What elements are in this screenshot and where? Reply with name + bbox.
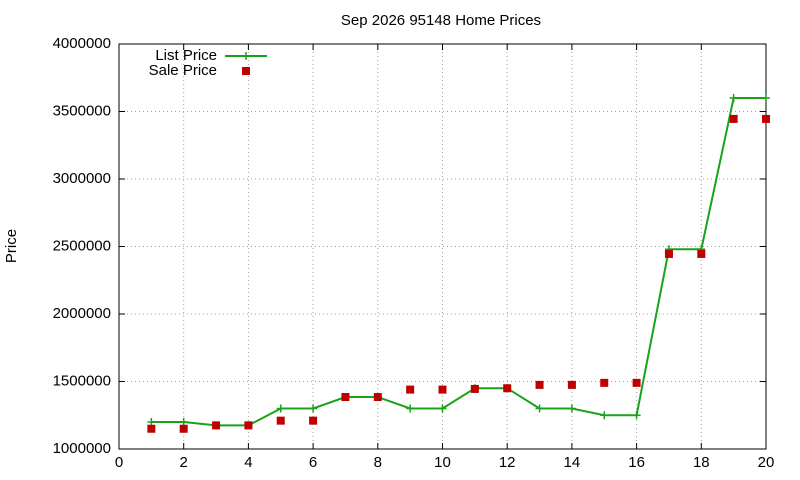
- point: [567, 404, 576, 413]
- point: [632, 411, 641, 420]
- point: [535, 380, 544, 389]
- x-tick-label: 10: [434, 454, 451, 471]
- point: [179, 424, 188, 433]
- point: [244, 421, 253, 430]
- point: [276, 404, 285, 413]
- y-tick-label: 4000000: [53, 35, 111, 52]
- y-tick-label: 1000000: [53, 440, 111, 457]
- x-tick-label: 6: [309, 454, 317, 471]
- point: [600, 378, 609, 387]
- point: [729, 94, 738, 102]
- plot-border: [118, 43, 767, 450]
- y-tick-label: 2000000: [53, 305, 111, 322]
- x-tick-label: 0: [115, 454, 123, 471]
- x-tick-label: 4: [244, 454, 252, 471]
- x-tick-label: 14: [564, 454, 581, 471]
- x-tick-label: 12: [499, 454, 516, 471]
- point: [438, 385, 447, 394]
- y-axis-label: Price: [3, 229, 20, 263]
- point: [147, 418, 156, 426]
- point: [470, 384, 479, 393]
- point: [276, 416, 285, 425]
- point: [147, 424, 156, 433]
- point: [341, 393, 350, 402]
- point: [179, 418, 188, 426]
- chart-title: Sep 2026 95148 Home Prices: [341, 12, 541, 29]
- point: [503, 384, 512, 393]
- point: [373, 393, 382, 402]
- legend-swatch: [242, 67, 250, 75]
- y-tick-label: 1500000: [53, 372, 111, 389]
- x-tick-label: 16: [628, 454, 645, 471]
- x-tick-label: 8: [374, 454, 382, 471]
- y-tick-label: 3000000: [53, 170, 111, 187]
- point: [632, 378, 641, 387]
- point: [600, 411, 609, 420]
- point: [697, 249, 706, 258]
- x-tick-label: 18: [693, 454, 710, 471]
- point: [438, 404, 447, 413]
- point: [212, 421, 221, 430]
- legend-swatch: [242, 52, 250, 60]
- legend-label: Sale Price: [149, 62, 217, 79]
- point: [762, 94, 770, 102]
- point: [535, 404, 544, 413]
- series-line: [151, 97, 766, 427]
- point: [664, 249, 673, 258]
- x-tick-label: 20: [758, 454, 775, 471]
- y-tick-label: 2500000: [53, 237, 111, 254]
- legend-label: List Price: [155, 47, 217, 64]
- y-tick-label: 3500000: [53, 102, 111, 119]
- point: [309, 404, 318, 413]
- point: [406, 385, 415, 394]
- x-tick-label: 2: [180, 454, 188, 471]
- point: [567, 380, 576, 389]
- point: [406, 404, 415, 413]
- point: [762, 114, 770, 123]
- point: [729, 114, 738, 123]
- point: [309, 416, 318, 425]
